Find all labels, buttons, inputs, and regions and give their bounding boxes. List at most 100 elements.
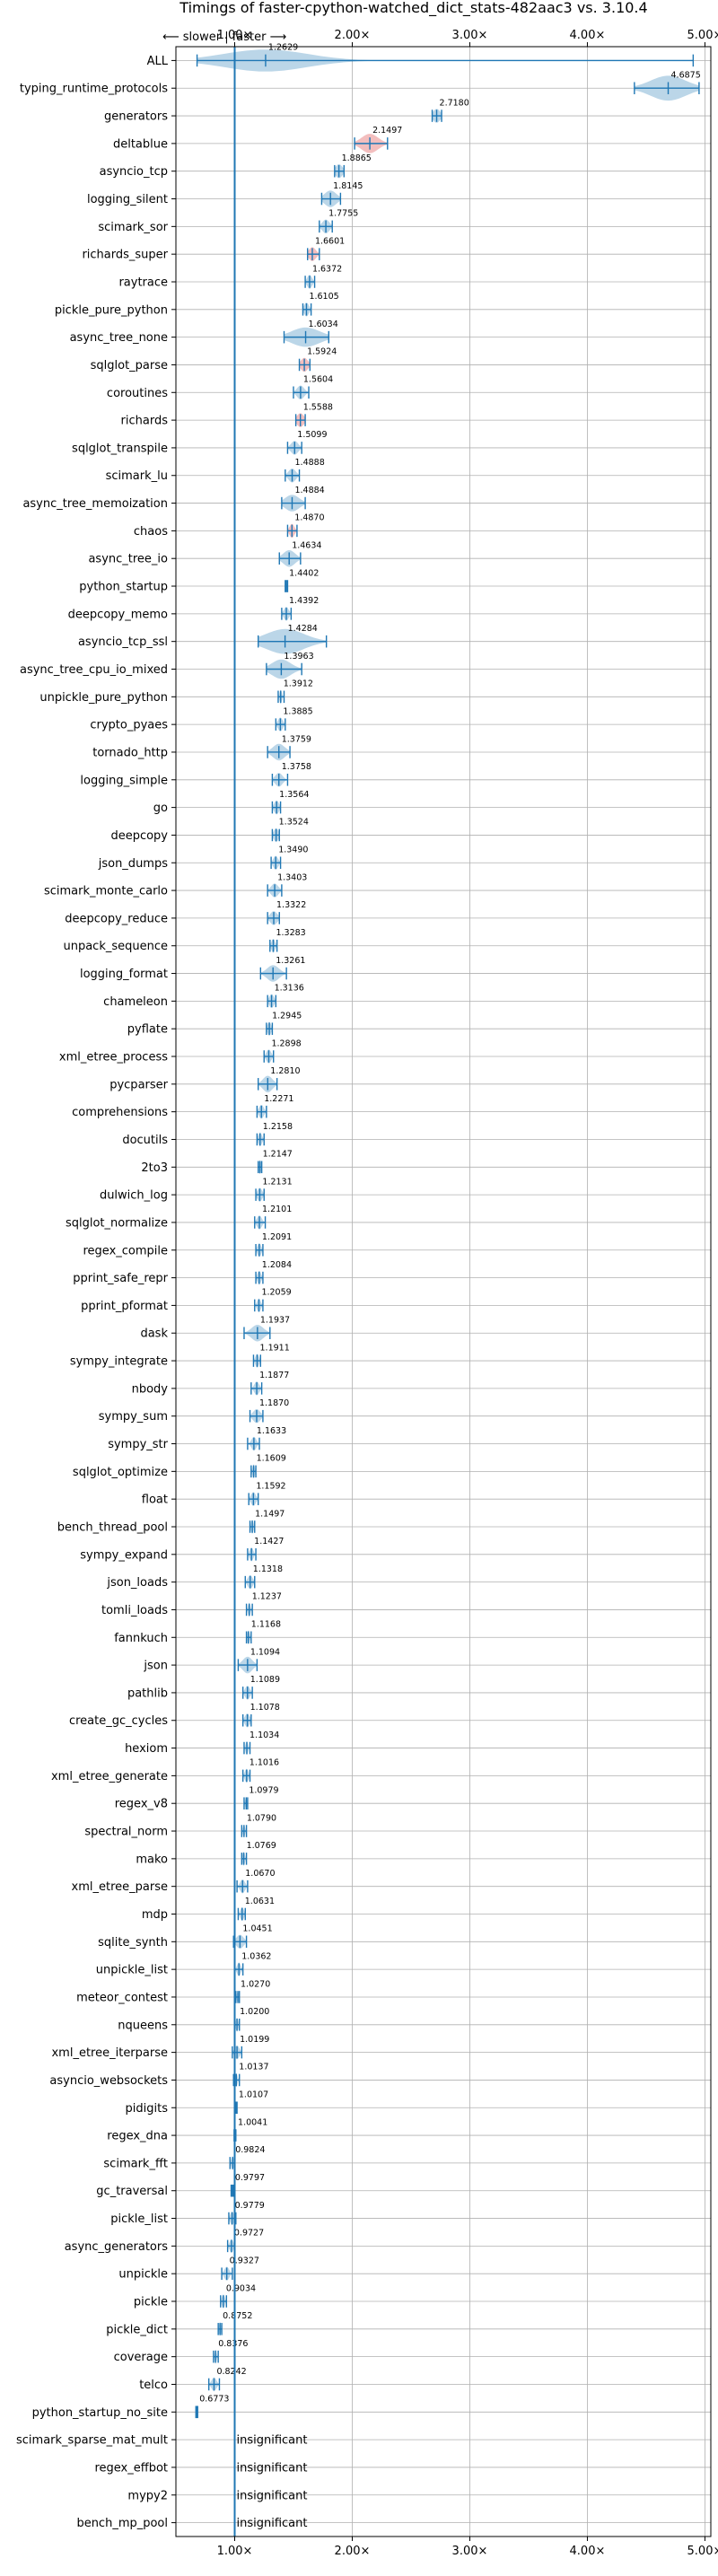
category-label: spectral_norm — [84, 1826, 168, 1839]
value-label: 1.2945 — [272, 1011, 302, 1021]
value-label: 1.2271 — [264, 1094, 293, 1104]
category-label: regex_v8 — [115, 1798, 168, 1811]
category-label: deepcopy_memo — [68, 608, 168, 621]
value-label: 1.1877 — [259, 1371, 289, 1380]
value-label: 1.6105 — [309, 292, 338, 302]
value-label: 1.4634 — [292, 540, 321, 550]
category-label: asyncio_tcp — [100, 165, 168, 179]
category-label: chameleon — [103, 995, 168, 1009]
value-label: 1.8145 — [333, 181, 363, 191]
x-tick-label-bottom: 5.00× — [687, 2545, 718, 2558]
value-label: 1.3490 — [278, 846, 308, 855]
value-label: 1.8865 — [342, 153, 372, 163]
slower-faster-annotation: ⟵ slower | faster ⟶ — [162, 31, 286, 44]
value-label: 1.4392 — [289, 596, 319, 606]
category-label: logging_silent — [87, 193, 168, 206]
category-label: asyncio_websockets — [49, 2074, 168, 2088]
value-label: 1.2810 — [270, 1066, 300, 1076]
category-label: regex_dna — [107, 2130, 168, 2143]
value-label: 1.4284 — [288, 624, 318, 634]
x-tick-label-bottom: 1.00× — [217, 2545, 253, 2558]
category-label: fannkuch — [114, 1632, 168, 1645]
value-label: 1.3912 — [284, 679, 313, 689]
value-label: 1.1016 — [250, 1758, 279, 1768]
category-label: pprint_safe_repr — [73, 1272, 168, 1285]
category-label: json — [143, 1660, 168, 1673]
value-label: 1.5099 — [297, 430, 327, 440]
category-label: logging_simple — [80, 774, 168, 787]
category-label: asyncio_tcp_ssl — [78, 635, 168, 649]
category-label: bench_mp_pool — [76, 2517, 168, 2530]
value-label: 2.1497 — [372, 126, 402, 136]
category-label: pathlib — [127, 1687, 168, 1700]
value-label: 1.2101 — [262, 1205, 292, 1214]
category-label: xml_etree_iterparse — [51, 2046, 168, 2060]
category-label: regex_compile — [83, 1244, 168, 1257]
value-label: 1.1034 — [250, 1730, 279, 1740]
value-label: 1.5924 — [307, 347, 337, 357]
category-label: json_dumps — [98, 857, 168, 871]
category-label: chaos — [134, 525, 168, 539]
value-label: 1.1318 — [253, 1564, 283, 1574]
category-label: mako — [136, 1853, 168, 1866]
category-label: sqlglot_normalize — [66, 1216, 168, 1230]
category-label: 2to3 — [141, 1161, 168, 1175]
x-tick-label-bottom: 3.00× — [452, 2545, 488, 2558]
value-label: 4.6875 — [671, 71, 701, 81]
insignificant-label: insignificant — [236, 2517, 307, 2530]
category-label: sympy_integrate — [70, 1355, 168, 1369]
category-label: coverage — [114, 2351, 168, 2364]
value-label: 1.1497 — [255, 1509, 285, 1519]
value-label: 2.7180 — [440, 98, 469, 108]
value-label: 1.4870 — [294, 513, 324, 523]
value-label: 1.0041 — [238, 2117, 267, 2127]
value-label: 1.5604 — [303, 375, 333, 385]
x-tick-label-top: 1.00× — [217, 29, 253, 42]
category-label: sqlite_synth — [98, 1936, 168, 1950]
value-label: 1.2158 — [263, 1122, 293, 1132]
value-label: 1.1237 — [252, 1592, 282, 1602]
category-label: dulwich_log — [100, 1189, 168, 1203]
value-label: 1.3524 — [279, 818, 309, 828]
category-label: scimark_sparse_mat_mult — [16, 2434, 168, 2448]
category-label: pickle_list — [110, 2212, 168, 2226]
category-label: pidigits — [126, 2102, 169, 2116]
value-label: 1.3564 — [279, 790, 309, 800]
value-label: 0.9034 — [226, 2283, 256, 2293]
value-label: 1.1633 — [257, 1426, 286, 1436]
value-label: 0.9727 — [234, 2229, 264, 2239]
value-label: 0.6773 — [199, 2395, 229, 2405]
category-label: deltablue — [113, 137, 168, 151]
category-label: typing_runtime_protocols — [20, 83, 168, 96]
value-label: 1.1427 — [254, 1537, 284, 1546]
value-label: 1.0362 — [241, 1951, 271, 1961]
category-label: dask — [140, 1327, 168, 1341]
x-axis: 1.00× 1.00× 2.00× 2.00× 3.00× 3.00× 4.00× 4.00×… — [171, 29, 718, 2558]
value-label: 0.8752 — [223, 2311, 252, 2321]
x-tick-label-bottom: 2.00× — [335, 2545, 371, 2558]
category-label: ALL — [147, 55, 169, 68]
value-label: 1.0107 — [239, 2090, 268, 2100]
violin-marks: 1.2629 4.6875 2.7180 2.1497 1.8865 1.8145 1.77… — [195, 43, 701, 2537]
plot-frame — [175, 46, 712, 2537]
category-label: scimark_fft — [103, 2157, 168, 2170]
insignificant-label: insignificant — [236, 2489, 307, 2502]
value-label: 1.1592 — [256, 1481, 285, 1491]
category-label: docutils — [122, 1134, 168, 1147]
category-label: pickle_pure_python — [55, 303, 168, 317]
category-labels: ALL typing_runtime_protocols generators del… — [16, 55, 169, 2530]
value-label: 1.3261 — [276, 956, 305, 966]
category-label: richards_super — [82, 249, 168, 262]
category-label: raytrace — [118, 276, 168, 289]
category-label: unpickle — [118, 2268, 168, 2282]
value-label: 1.3136 — [275, 984, 304, 994]
value-label: 1.1078 — [250, 1703, 280, 1713]
value-label: 1.1609 — [257, 1454, 286, 1464]
x-tick-label-top: 4.00× — [570, 29, 606, 42]
value-label: 0.9824 — [235, 2145, 265, 2155]
category-label: tornado_http — [92, 746, 168, 759]
category-label: pickle — [134, 2296, 168, 2309]
value-label: 1.2629 — [268, 43, 298, 53]
category-label: tomli_loads — [101, 1604, 168, 1617]
